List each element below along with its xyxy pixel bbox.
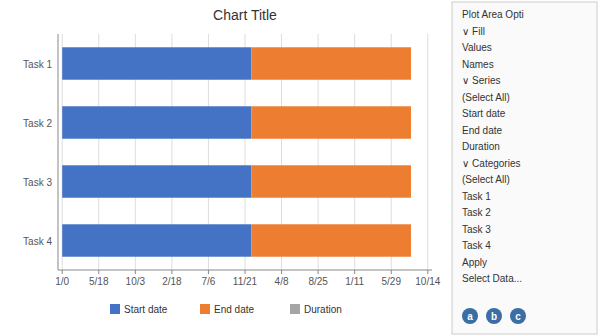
x-tick	[427, 270, 428, 274]
x-tick	[208, 270, 209, 274]
panel-box	[452, 2, 597, 334]
bar	[251, 106, 411, 138]
panel-text: Select Data...	[462, 273, 522, 284]
y-axis-line	[58, 34, 59, 270]
x-grid	[62, 34, 428, 270]
x-tick-label: 2/18	[162, 276, 182, 287]
x-tick	[245, 270, 246, 274]
bars	[62, 47, 411, 256]
bar	[251, 47, 411, 79]
panel-text: Task 3	[462, 224, 491, 235]
panel-text: Duration	[462, 141, 500, 152]
x-tick	[391, 270, 392, 274]
side-panel: Plot Area Opti ∨ Fill Values Names ∨ Series (…	[452, 2, 597, 334]
x-tick-label: 10/14	[415, 276, 440, 287]
x-tick-label: 10/3	[126, 276, 146, 287]
y-tick-label: Task 3	[23, 177, 52, 188]
panel-text: Plot Area Opti	[462, 9, 524, 20]
panel-text: (Select All)	[462, 174, 510, 185]
panel-text: End date	[462, 125, 502, 136]
legend-swatch	[110, 304, 120, 314]
legend-label: Duration	[304, 304, 342, 315]
panel-text: Task 4	[462, 240, 491, 251]
grid-line	[427, 34, 428, 270]
panel-text: Apply	[462, 257, 487, 268]
panel-text: ∨ Series	[462, 75, 500, 86]
legend-swatch	[200, 304, 210, 314]
legend-swatch	[290, 304, 300, 314]
x-tick	[62, 270, 63, 274]
title: Chart Title	[213, 7, 277, 23]
x-tick	[318, 270, 319, 274]
badge-label: a	[467, 311, 473, 322]
panel-text: Values	[462, 42, 492, 53]
bar	[62, 47, 251, 79]
x-tick-label: 8/25	[308, 276, 328, 287]
y-tick-label: Task 1	[23, 59, 52, 70]
bar	[62, 106, 251, 138]
chart: Chart Title 1/0 5/18 10/3 2/18 7/6 11/21 4/8 8/2…	[0, 0, 600, 336]
x-tick	[135, 270, 136, 274]
panel-text: Task 2	[462, 207, 491, 218]
bar	[62, 224, 251, 256]
panel-text: ∨ Categories	[462, 158, 520, 169]
x-tick	[354, 270, 355, 274]
x-axis-line	[58, 270, 432, 271]
badge	[510, 308, 526, 324]
badge	[486, 308, 502, 324]
badge	[462, 308, 478, 324]
panel-text: Task 1	[462, 191, 491, 202]
x-tick-label: 7/6	[201, 276, 215, 287]
bar	[251, 165, 411, 197]
panel-text: ∨ Fill	[462, 26, 485, 37]
legend: Start date End date Duration	[110, 304, 342, 315]
x-tick	[281, 270, 282, 274]
bar	[62, 165, 251, 197]
badge-label: b	[491, 311, 497, 322]
x-tick-label: 5/29	[382, 276, 402, 287]
legend-label: End date	[214, 304, 254, 315]
x-tick	[98, 270, 99, 274]
x-tick-label: 4/8	[275, 276, 289, 287]
x-tick-label: 11/21	[233, 276, 258, 287]
panel-text: Start date	[462, 108, 506, 119]
panel-text: Names	[462, 59, 494, 70]
y-tick-label: Task 2	[23, 118, 52, 129]
x-tick-label: 5/18	[89, 276, 109, 287]
panel-text: (Select All)	[462, 92, 510, 103]
background	[0, 0, 600, 336]
y-tick-label: Task 4	[23, 236, 52, 247]
badge-label: c	[515, 311, 521, 322]
x-tick-label: 1/0	[55, 276, 69, 287]
bar	[251, 224, 411, 256]
x-tick-label: 1/11	[345, 276, 364, 287]
x-tick	[171, 270, 172, 274]
legend-label: Start date	[124, 304, 168, 315]
